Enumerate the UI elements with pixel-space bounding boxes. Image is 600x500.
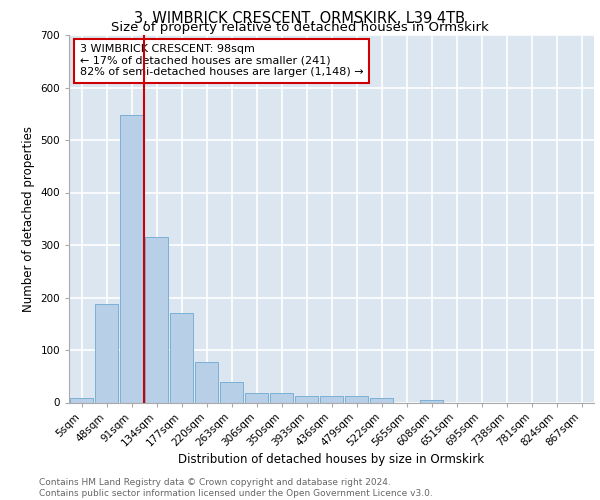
Text: 3, WIMBRICK CRESCENT, ORMSKIRK, L39 4TB: 3, WIMBRICK CRESCENT, ORMSKIRK, L39 4TB <box>134 11 466 26</box>
X-axis label: Distribution of detached houses by size in Ormskirk: Distribution of detached houses by size … <box>178 452 485 466</box>
Bar <box>70 398 93 402</box>
Bar <box>195 362 218 403</box>
Y-axis label: Number of detached properties: Number of detached properties <box>22 126 35 312</box>
Bar <box>320 396 343 402</box>
Text: Size of property relative to detached houses in Ormskirk: Size of property relative to detached ho… <box>111 22 489 35</box>
Text: 3 WIMBRICK CRESCENT: 98sqm
← 17% of detached houses are smaller (241)
82% of sem: 3 WIMBRICK CRESCENT: 98sqm ← 17% of deta… <box>79 44 363 78</box>
Bar <box>145 237 168 402</box>
Bar <box>170 313 193 402</box>
Bar <box>95 304 118 402</box>
Bar <box>120 115 143 403</box>
Bar <box>345 396 368 402</box>
Bar <box>270 393 293 402</box>
Text: Contains HM Land Registry data © Crown copyright and database right 2024.
Contai: Contains HM Land Registry data © Crown c… <box>39 478 433 498</box>
Bar <box>295 396 318 402</box>
Bar <box>245 393 268 402</box>
Bar <box>220 382 243 402</box>
Bar <box>370 398 393 402</box>
Bar <box>420 400 443 402</box>
